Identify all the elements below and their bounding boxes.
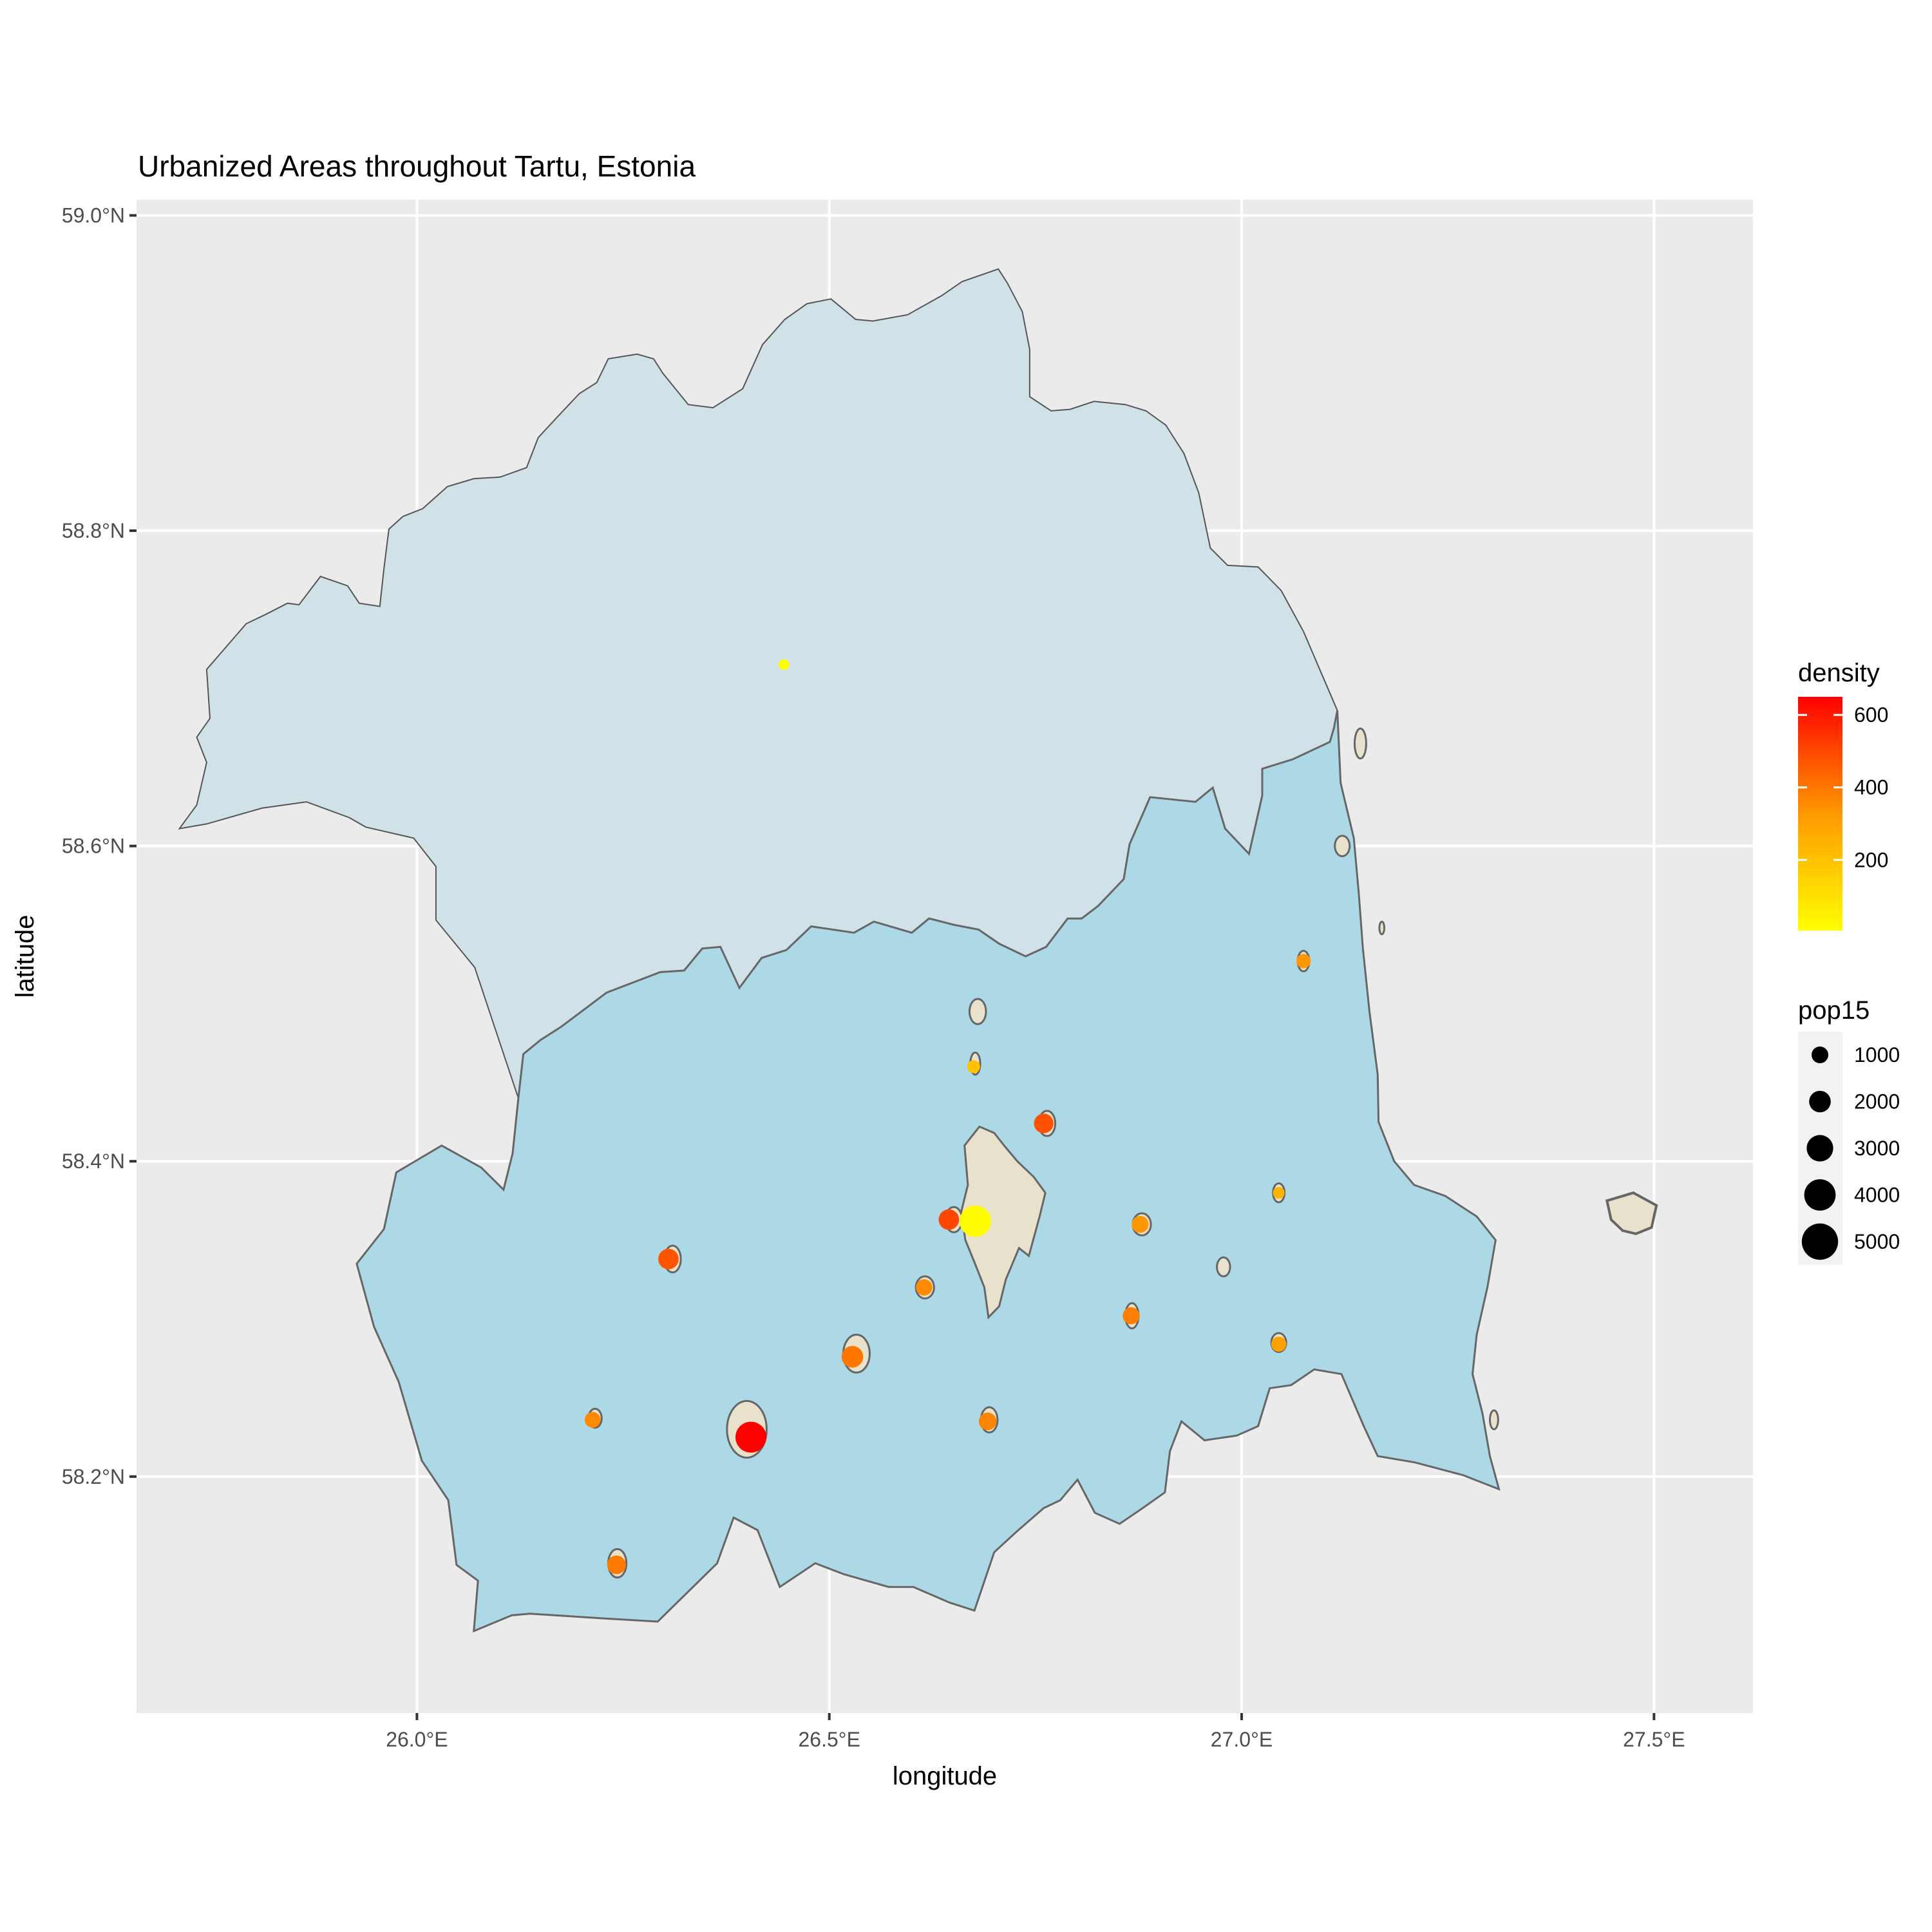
y-tick-label: 58.4°N bbox=[62, 1150, 125, 1173]
pop15-key-circle bbox=[1804, 1179, 1836, 1211]
pop15-key-circle bbox=[1806, 1135, 1833, 1162]
settlement-point bbox=[959, 1205, 991, 1237]
pop15-key-label: 5000 bbox=[1854, 1230, 1900, 1253]
peipsi-island-urban-area bbox=[1605, 1191, 1658, 1235]
pop15-key-circle bbox=[1812, 1046, 1828, 1063]
density-colorbar-ticks: 200 400 600 bbox=[1798, 703, 1888, 871]
settlement-point bbox=[841, 1345, 864, 1368]
settlement-point bbox=[1271, 1336, 1287, 1352]
settlement-point bbox=[916, 1279, 933, 1296]
pop15-key-label: 1000 bbox=[1854, 1043, 1900, 1066]
tartu-city-urban-area bbox=[960, 1125, 1046, 1320]
x-tick-label: 27.0°E bbox=[1211, 1728, 1273, 1751]
x-tick-label: 26.5°E bbox=[799, 1728, 860, 1751]
y-tick-label: 59.0°N bbox=[62, 204, 125, 227]
legend-density-title: density bbox=[1798, 659, 1880, 687]
density-colorbar bbox=[1798, 697, 1842, 931]
chart-title: Urbanized Areas throughout Tartu, Estoni… bbox=[138, 149, 696, 183]
pop15-key-label: 3000 bbox=[1854, 1137, 1900, 1160]
x-tick-label: 26.0°E bbox=[386, 1728, 448, 1751]
tartu-county-polygon bbox=[355, 710, 1501, 1633]
pop15-key-circle bbox=[1801, 1223, 1839, 1260]
legend-pop15: pop15 1000 2000 3000 4000 5000 bbox=[1798, 996, 1900, 1265]
settlement-point bbox=[607, 1555, 626, 1575]
x-axis-label: longitude bbox=[893, 1762, 997, 1790]
settlement-points bbox=[584, 659, 1311, 1575]
y-axis-label: latitude bbox=[11, 915, 39, 998]
settlement-point bbox=[584, 1412, 601, 1428]
settlement-point bbox=[1034, 1113, 1054, 1133]
pop15-key-circle bbox=[1809, 1090, 1831, 1113]
urban-area-patch bbox=[1334, 835, 1351, 858]
settlement-point bbox=[1122, 1307, 1140, 1325]
density-tick-label: 400 bbox=[1854, 776, 1888, 799]
pop15-entries: 1000 2000 3000 4000 5000 bbox=[1801, 1043, 1900, 1260]
pop15-key-label: 2000 bbox=[1854, 1090, 1900, 1113]
settlement-point bbox=[1132, 1215, 1149, 1233]
x-tick-label: 27.5°E bbox=[1623, 1728, 1685, 1751]
settlement-point bbox=[735, 1421, 767, 1453]
y-tick-label: 58.2°N bbox=[62, 1465, 125, 1488]
density-tick-label: 600 bbox=[1854, 703, 1888, 726]
settlement-point bbox=[978, 1412, 997, 1430]
settlement-point bbox=[658, 1249, 679, 1269]
settlement-point bbox=[1296, 954, 1311, 969]
settlement-point bbox=[938, 1209, 960, 1230]
region-polygons bbox=[178, 268, 1658, 1633]
y-tick-label: 58.8°N bbox=[62, 519, 125, 542]
urban-area-patch bbox=[1488, 1409, 1499, 1430]
y-tick-label: 58.6°N bbox=[62, 835, 125, 858]
pop15-key-label: 4000 bbox=[1854, 1184, 1900, 1207]
urban-area-patch bbox=[968, 998, 987, 1025]
settlement-point bbox=[778, 659, 790, 670]
settlement-point bbox=[1273, 1187, 1285, 1199]
urban-area-patch bbox=[1216, 1256, 1231, 1278]
urban-area-patch bbox=[1378, 920, 1386, 936]
settlement-point bbox=[967, 1060, 980, 1074]
axes: 26.0°E 26.5°E 27.0°E 27.5°E 58.2°N 58.4°N 58.6… bbox=[62, 204, 1685, 1751]
legend-density: density 200 400 600 bbox=[1798, 659, 1888, 931]
urban-area-patch bbox=[1353, 727, 1367, 760]
legend-pop15-title: pop15 bbox=[1798, 996, 1870, 1025]
density-tick-label: 200 bbox=[1854, 848, 1888, 871]
